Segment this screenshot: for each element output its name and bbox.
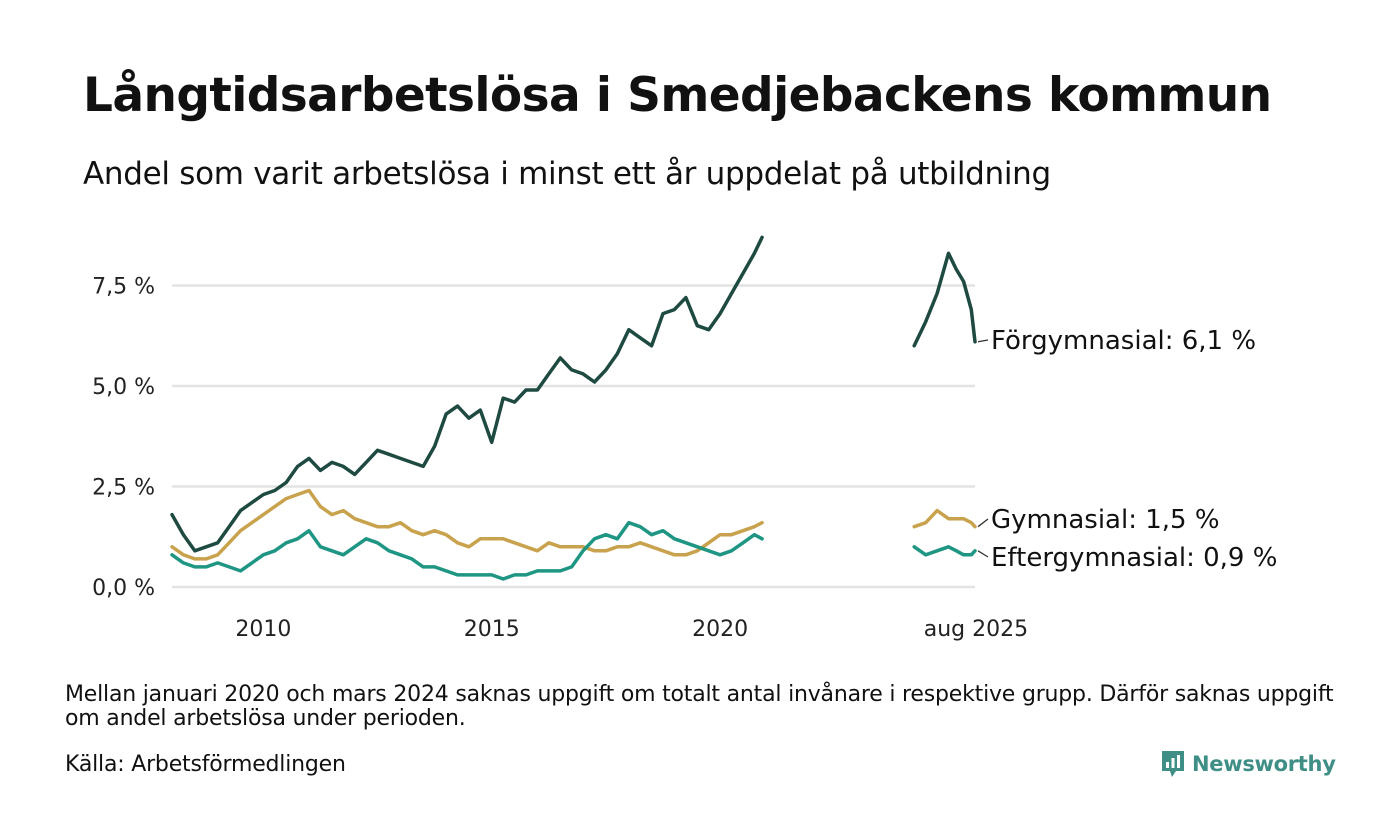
end-label-connector — [977, 550, 989, 558]
source-credit: Källa: Arbetsförmedlingen — [65, 752, 346, 777]
chart-title: Långtidsarbetslösa i Smedjebackens kommu… — [83, 68, 1272, 123]
footnote: Mellan januari 2020 och mars 2024 saknas… — [65, 682, 1334, 731]
brand-logo: Newsworthy — [1160, 748, 1336, 780]
x-tick-label: 2015 — [464, 617, 520, 642]
series-line — [170, 235, 764, 553]
series-end-label: Gymnasial: 1,5 % — [991, 505, 1220, 535]
series-line — [170, 488, 764, 561]
x-tick-label: aug 2025 — [924, 617, 1028, 642]
y-tick-label: 7,5 % — [92, 275, 155, 300]
y-tick-label: 5,0 % — [92, 375, 155, 400]
grid-lines — [172, 284, 975, 589]
y-tick-label: 0,0 % — [92, 576, 155, 601]
newsworthy-logo-icon — [1162, 751, 1184, 777]
series-line — [912, 545, 977, 557]
series-line — [912, 251, 977, 348]
x-axis-ticks: 2010 2015 2020 aug 2025 — [235, 617, 1028, 642]
series-end-label: Förgymnasial: 6,1 % — [991, 326, 1256, 356]
series-end-label: Eftergymnasial: 0,9 % — [991, 543, 1277, 573]
end-label-connector — [977, 339, 989, 343]
series-line — [170, 520, 764, 581]
x-tick-label: 2010 — [235, 617, 291, 642]
series-end-labels: Förgymnasial: 6,1 % Gymnasial: 1,5 % Efter… — [977, 326, 1277, 573]
y-tick-label: 2,5 % — [92, 476, 155, 501]
chart-subtitle: Andel som varit arbetslösa i minst ett å… — [83, 156, 1051, 192]
brand-name: Newsworthy — [1192, 752, 1336, 776]
y-axis-ticks: 0,0 % 2,5 % 5,0 % 7,5 % — [92, 275, 155, 602]
series-line — [912, 508, 977, 529]
x-tick-label: 2020 — [692, 617, 748, 642]
end-label-connector — [977, 518, 989, 528]
series-lines — [170, 235, 977, 581]
